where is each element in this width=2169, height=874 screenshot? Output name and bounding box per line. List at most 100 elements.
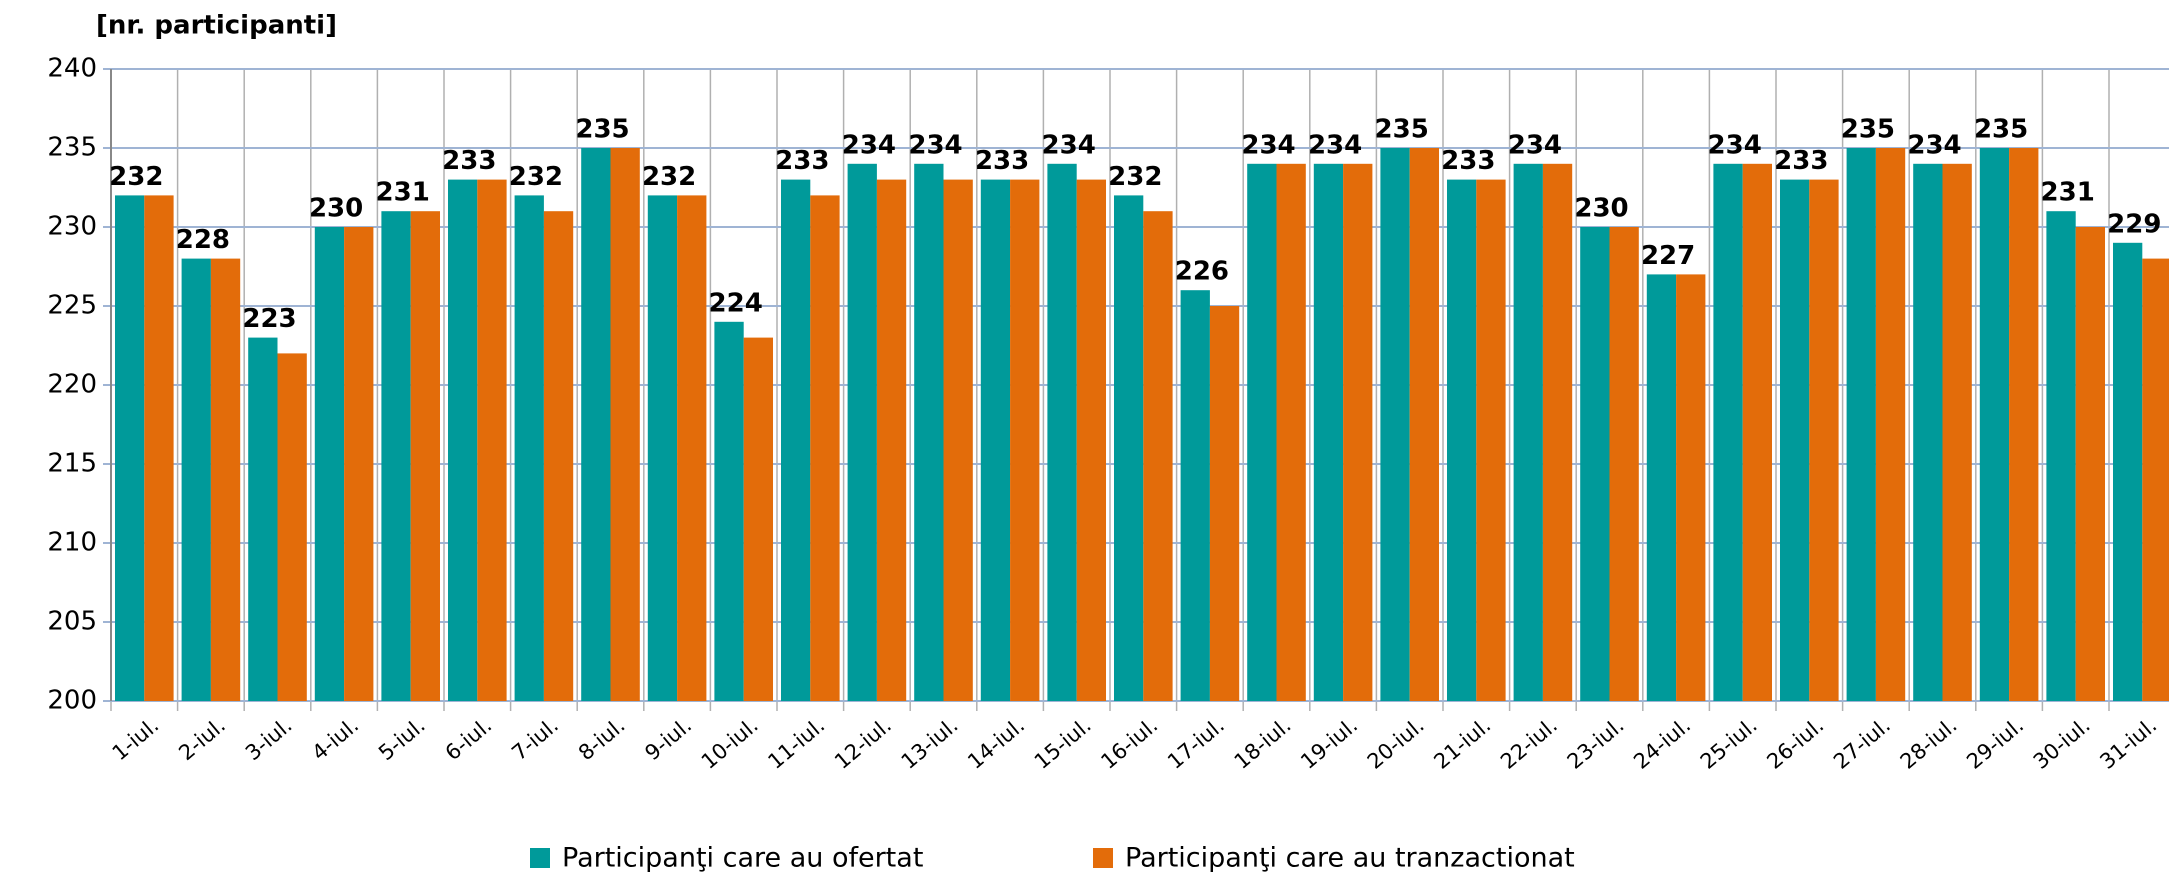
bar <box>344 227 374 701</box>
data-label: 232 <box>642 162 696 192</box>
data-label: 234 <box>1241 130 1295 160</box>
bar <box>714 321 744 701</box>
bar <box>1713 163 1743 702</box>
x-tick-label: 14-iul. <box>963 713 1029 774</box>
bar <box>381 211 411 701</box>
x-tick-label: 19-iul. <box>1296 713 1362 774</box>
x-tick-label: 28-iul. <box>1896 713 1962 774</box>
bar <box>1380 148 1410 701</box>
bar <box>248 337 278 701</box>
bar <box>210 258 241 701</box>
x-tick-label: 9-iul. <box>640 713 696 765</box>
x-tick-label: 20-iul. <box>1363 713 1429 774</box>
x-tick-label: 17-iul. <box>1163 713 1229 774</box>
data-label: 234 <box>1708 130 1762 160</box>
bar <box>1113 195 1144 701</box>
data-label: 228 <box>176 225 230 255</box>
legend-swatch <box>1093 848 1113 868</box>
bar <box>1742 163 1773 702</box>
bar <box>543 211 574 701</box>
bar <box>943 179 973 702</box>
x-tick-label: 11-iul. <box>763 713 829 774</box>
y-tick-label: 240 <box>47 54 97 84</box>
x-tick-label: 8-iul. <box>574 713 630 765</box>
legend-label: Participanţi care au ofertat <box>562 843 923 874</box>
bar <box>743 337 774 701</box>
y-tick-label: 200 <box>47 686 97 716</box>
data-label: 234 <box>1907 130 1961 160</box>
bar <box>914 163 944 702</box>
data-label: 232 <box>109 162 163 192</box>
bar <box>477 179 507 702</box>
y-tick-label: 205 <box>47 607 97 637</box>
bar <box>114 195 145 701</box>
x-tick-label: 24-iul. <box>1629 713 1695 774</box>
x-tick-label: 6-iul. <box>441 713 497 765</box>
bar <box>1409 148 1440 701</box>
x-tick-label: 12-iul. <box>830 713 896 774</box>
y-tick-label: 220 <box>47 370 97 400</box>
x-tick-label: 7-iul. <box>507 713 563 765</box>
y-tick-label: 225 <box>47 291 97 321</box>
bar <box>677 195 707 701</box>
bar <box>1676 274 1706 701</box>
x-tick-label: 2-iul. <box>174 713 230 765</box>
data-label: 234 <box>842 130 896 160</box>
bar <box>1942 163 1972 702</box>
bar <box>1446 179 1477 702</box>
x-tick-label: 26-iul. <box>1762 713 1828 774</box>
bar <box>2075 227 2106 701</box>
data-label: 230 <box>309 194 363 224</box>
bar <box>1313 163 1344 702</box>
bar <box>876 179 907 702</box>
data-label: 234 <box>1508 130 1562 160</box>
x-tick-label: 22-iul. <box>1496 713 1562 774</box>
data-label: 235 <box>1375 115 1429 145</box>
bar <box>1343 163 1373 702</box>
bar <box>1010 179 1040 702</box>
data-label: 233 <box>975 146 1029 176</box>
x-tick-label: 23-iul. <box>1563 713 1629 774</box>
bar <box>1913 163 1943 702</box>
x-tick-label: 21-iul. <box>1429 713 1495 774</box>
data-label: 235 <box>1841 115 1895 145</box>
y-tick-label: 235 <box>47 133 97 163</box>
data-label: 231 <box>2041 178 2095 208</box>
y-tick-label: 210 <box>47 528 97 558</box>
x-tick-label: 1-iul. <box>108 713 164 765</box>
data-label: 231 <box>376 178 430 208</box>
x-tick-label: 15-iul. <box>1030 713 1096 774</box>
x-tick-label: 3-iul. <box>241 713 297 765</box>
x-tick-label: 29-iul. <box>1962 713 2028 774</box>
bar <box>980 179 1011 702</box>
bar <box>1476 179 1506 702</box>
bar <box>1846 148 1876 701</box>
bar <box>2112 242 2143 702</box>
bar <box>181 258 211 701</box>
bar <box>277 353 307 701</box>
bar <box>647 195 678 701</box>
data-label: 233 <box>775 146 829 176</box>
bar <box>1979 148 2010 701</box>
data-label: 234 <box>908 130 962 160</box>
legend-swatch <box>530 848 550 868</box>
bar <box>1180 290 1210 701</box>
x-tick-label: 27-iul. <box>1829 713 1895 774</box>
bar <box>1580 227 1610 701</box>
data-label: 232 <box>1108 162 1162 192</box>
bar <box>581 148 611 701</box>
data-label: 232 <box>509 162 563 192</box>
data-label: 233 <box>442 146 496 176</box>
data-label: 233 <box>1441 146 1495 176</box>
data-label: 234 <box>1042 130 1096 160</box>
x-tick-label: 18-iul. <box>1230 713 1296 774</box>
bar <box>2009 148 2039 701</box>
x-tick-label: 4-iul. <box>307 713 363 765</box>
bar <box>1609 227 1639 701</box>
y-tick-label: 215 <box>47 449 97 479</box>
bar <box>1143 211 1173 701</box>
bar <box>1276 163 1306 702</box>
bar <box>314 227 345 701</box>
x-tick-label: 5-iul. <box>374 713 430 765</box>
